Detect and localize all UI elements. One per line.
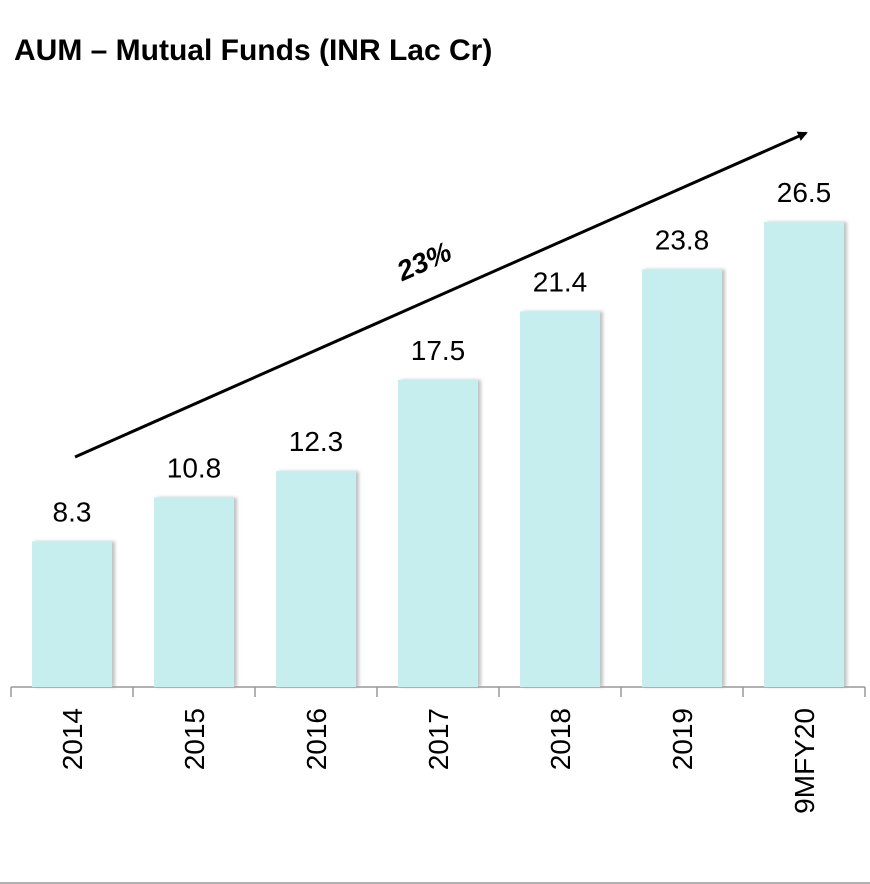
data-label: 23.8 <box>655 224 710 255</box>
x-tick-label: 2019 <box>667 708 698 770</box>
growth-annotation: 23% <box>391 236 456 288</box>
bar <box>276 471 356 687</box>
data-label: 17.5 <box>411 335 466 366</box>
bar <box>398 379 478 687</box>
x-tick-label: 9MFY20 <box>789 708 820 814</box>
bar <box>520 311 600 687</box>
bar <box>154 497 234 687</box>
data-label: 8.3 <box>53 496 92 527</box>
data-label: 10.8 <box>167 452 222 483</box>
x-tick-label: 2018 <box>545 708 576 770</box>
chart-title: AUM – Mutual Funds (INR Lac Cr) <box>14 34 492 67</box>
bar <box>642 269 722 687</box>
data-label: 21.4 <box>533 266 588 297</box>
bar <box>764 221 844 688</box>
bar <box>32 541 112 687</box>
data-label: 12.3 <box>289 426 344 457</box>
x-tick-label: 2014 <box>57 708 88 770</box>
x-tick-label: 2015 <box>179 708 210 770</box>
data-label: 26.5 <box>777 177 832 208</box>
trend-arrow <box>74 131 808 459</box>
x-tick-label: 2016 <box>301 708 332 770</box>
x-tick-label: 2017 <box>423 708 454 770</box>
